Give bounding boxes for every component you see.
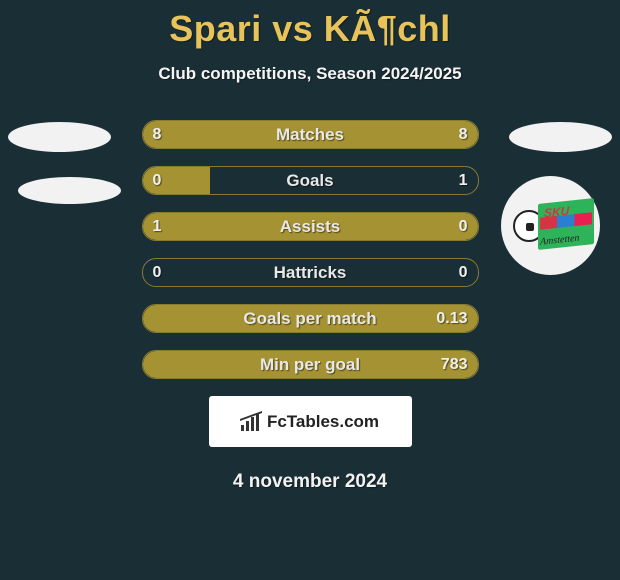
stat-label: Goals <box>286 171 333 191</box>
comparison-widget: Spari vs KÃ¶chl Club competitions, Seaso… <box>0 0 620 580</box>
page-title: Spari vs KÃ¶chl <box>0 0 620 50</box>
stat-value-right: 783 <box>441 356 468 374</box>
stat-label: Hattricks <box>274 263 347 283</box>
stat-row-goals-per-match: Goals per match 0.13 <box>142 304 479 333</box>
stat-value-right: 1 <box>459 172 468 190</box>
stat-row-goals: 0 Goals 1 <box>142 166 479 195</box>
club-flag-icon: SKU Amstetten <box>538 198 594 250</box>
footer-brand-badge[interactable]: FcTables.com <box>209 396 412 447</box>
stat-value-right: 0 <box>459 218 468 236</box>
stat-value-right: 0.13 <box>436 310 467 328</box>
stat-label: Matches <box>276 125 344 145</box>
left-team-logo-placeholder-2 <box>18 177 121 204</box>
stat-value-left: 8 <box>153 126 162 144</box>
stat-row-assists: 1 Assists 0 <box>142 212 479 241</box>
chart-icon <box>241 413 263 431</box>
stat-row-matches: 8 Matches 8 <box>142 120 479 149</box>
stat-value-right: 8 <box>459 126 468 144</box>
stat-value-right: 0 <box>459 264 468 282</box>
footer-brand-text: FcTables.com <box>267 412 379 432</box>
left-team-logo-placeholder-1 <box>8 122 111 152</box>
right-team-badge: SKU Amstetten <box>501 176 600 275</box>
club-name: Amstetten <box>540 233 579 248</box>
stat-label: Min per goal <box>260 355 360 375</box>
stat-value-left: 0 <box>153 264 162 282</box>
stat-label: Goals per match <box>243 309 376 329</box>
stat-row-hattricks: 0 Hattricks 0 <box>142 258 479 287</box>
right-team-logo-placeholder-1 <box>509 122 612 152</box>
date-text: 4 november 2024 <box>0 471 620 493</box>
stat-label: Assists <box>280 217 340 237</box>
stat-value-left: 0 <box>153 172 162 190</box>
stat-value-left: 1 <box>153 218 162 236</box>
stat-row-min-per-goal: Min per goal 783 <box>142 350 479 379</box>
subtitle: Club competitions, Season 2024/2025 <box>0 64 620 84</box>
